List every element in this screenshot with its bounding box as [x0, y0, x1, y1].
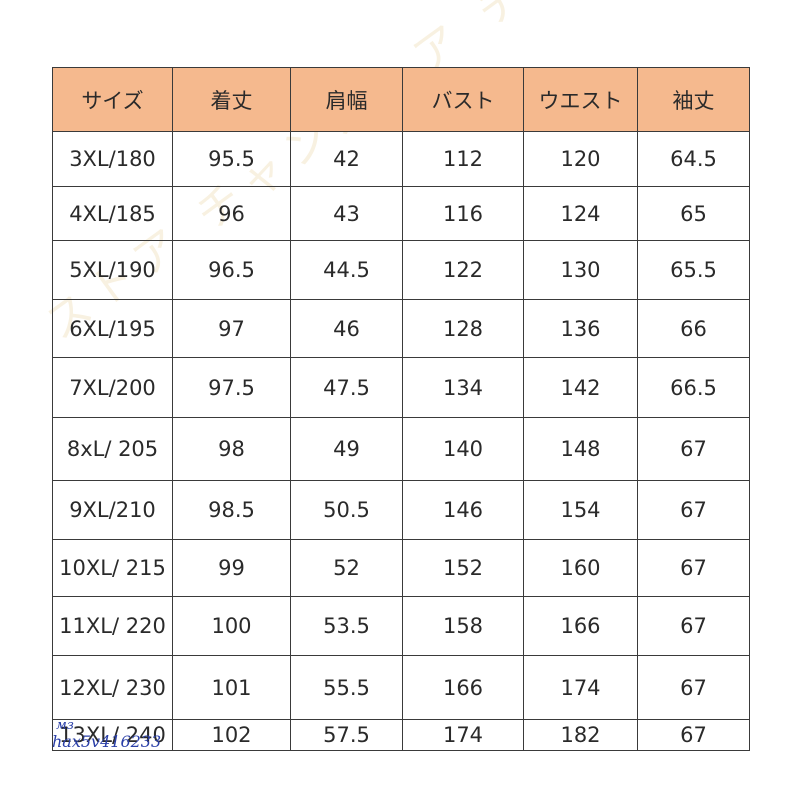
cell-waist: 174	[523, 655, 638, 720]
cell-waist: 124	[523, 186, 638, 241]
table-row: 4XL/185 96 43 116 124 65	[52, 186, 750, 241]
cell-shoulder: 49	[290, 417, 403, 481]
cell-size: 4XL/185	[52, 186, 173, 241]
header-shoulder: 肩幅	[290, 67, 403, 132]
cell-length: 101	[172, 655, 291, 720]
cell-bust: 174	[402, 719, 524, 751]
header-sleeve: 袖丈	[637, 67, 750, 132]
cell-bust: 128	[402, 299, 524, 358]
cell-length: 100	[172, 596, 291, 656]
cell-length: 95.5	[172, 131, 291, 187]
cell-size: 10XL/ 215	[52, 539, 173, 597]
cell-length: 96	[172, 186, 291, 241]
cell-shoulder: 50.5	[290, 480, 403, 540]
cell-size: 8xL/ 205	[52, 417, 173, 481]
cell-size: 12XL/ 230	[52, 655, 173, 720]
cell-bust: 146	[402, 480, 524, 540]
cell-sleeve: 67	[637, 480, 750, 540]
table-row: 9XL/210 98.5 50.5 146 154 67	[52, 480, 750, 540]
cell-bust: 112	[402, 131, 524, 187]
table-row: 12XL/ 230 101 55.5 166 174 67	[52, 655, 750, 720]
cell-waist: 154	[523, 480, 638, 540]
cell-sleeve: 65	[637, 186, 750, 241]
header-length: 着丈	[172, 67, 291, 132]
header-waist: ウエスト	[523, 67, 638, 132]
cell-sleeve: 66	[637, 299, 750, 358]
cell-waist: 182	[523, 719, 638, 751]
cell-length: 97.5	[172, 357, 291, 418]
table-row: 13XL/ 240 102 57.5 174 182 67	[52, 719, 750, 751]
header-size: サイズ	[52, 67, 173, 132]
size-chart-table: サイズ 着丈 肩幅 バスト ウエスト 袖丈 3XL/180 95.5 42 11…	[52, 67, 750, 751]
cell-length: 99	[172, 539, 291, 597]
cell-bust: 116	[402, 186, 524, 241]
cell-sleeve: 67	[637, 596, 750, 656]
header-row: サイズ 着丈 肩幅 バスト ウエスト 袖丈	[52, 67, 750, 132]
cell-bust: 152	[402, 539, 524, 597]
table-row: 3XL/180 95.5 42 112 120 64.5	[52, 131, 750, 187]
table-row: 11XL/ 220 100 53.5 158 166 67	[52, 596, 750, 656]
cell-bust: 134	[402, 357, 524, 418]
cell-waist: 120	[523, 131, 638, 187]
table-row: 8xL/ 205 98 49 140 148 67	[52, 417, 750, 481]
cell-sleeve: 66.5	[637, 357, 750, 418]
cell-shoulder: 46	[290, 299, 403, 358]
cell-length: 98	[172, 417, 291, 481]
cell-shoulder: 43	[290, 186, 403, 241]
cell-shoulder: 52	[290, 539, 403, 597]
cell-size: 6XL/195	[52, 299, 173, 358]
cell-sleeve: 67	[637, 655, 750, 720]
cell-size: 13XL/ 240	[52, 719, 173, 751]
cell-waist: 130	[523, 240, 638, 300]
cell-waist: 148	[523, 417, 638, 481]
table-row: 6XL/195 97 46 128 136 66	[52, 299, 750, 358]
cell-waist: 136	[523, 299, 638, 358]
cell-length: 98.5	[172, 480, 291, 540]
cell-size: 9XL/210	[52, 480, 173, 540]
cell-sleeve: 65.5	[637, 240, 750, 300]
cell-size: 5XL/190	[52, 240, 173, 300]
header-bust: バスト	[402, 67, 524, 132]
cell-shoulder: 47.5	[290, 357, 403, 418]
cell-bust: 166	[402, 655, 524, 720]
cell-sleeve: 67	[637, 417, 750, 481]
cell-bust: 140	[402, 417, 524, 481]
cell-size: 11XL/ 220	[52, 596, 173, 656]
cell-sleeve: 67	[637, 539, 750, 597]
cell-shoulder: 44.5	[290, 240, 403, 300]
cell-shoulder: 42	[290, 131, 403, 187]
table-row: 7XL/200 97.5 47.5 134 142 66.5	[52, 357, 750, 418]
cell-shoulder: 57.5	[290, 719, 403, 751]
cell-bust: 122	[402, 240, 524, 300]
cell-size: 7XL/200	[52, 357, 173, 418]
table-row: 10XL/ 215 99 52 152 160 67	[52, 539, 750, 597]
cell-waist: 166	[523, 596, 638, 656]
cell-sleeve: 64.5	[637, 131, 750, 187]
cell-length: 97	[172, 299, 291, 358]
cell-size: 3XL/180	[52, 131, 173, 187]
cell-shoulder: 55.5	[290, 655, 403, 720]
table-row: 5XL/190 96.5 44.5 122 130 65.5	[52, 240, 750, 300]
cell-bust: 158	[402, 596, 524, 656]
cell-sleeve: 67	[637, 719, 750, 751]
cell-waist: 160	[523, 539, 638, 597]
cell-waist: 142	[523, 357, 638, 418]
cell-length: 96.5	[172, 240, 291, 300]
cell-length: 102	[172, 719, 291, 751]
cell-shoulder: 53.5	[290, 596, 403, 656]
